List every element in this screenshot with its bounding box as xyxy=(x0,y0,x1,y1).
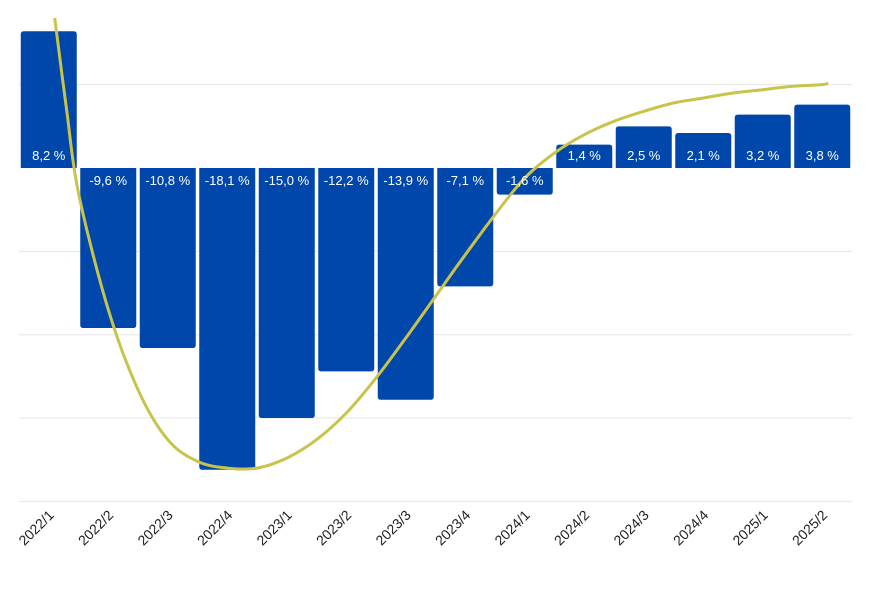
x-tick-label: 2025/1 xyxy=(729,507,771,549)
x-tick-label: 2023/4 xyxy=(432,507,474,549)
bar-2022-3 xyxy=(139,168,196,349)
bar-2024-3 xyxy=(615,126,672,168)
data-label: -7,1 % xyxy=(446,173,484,188)
data-label: -1,6 % xyxy=(506,173,544,188)
bar-2025-1 xyxy=(734,114,791,168)
bar-2025-2 xyxy=(794,104,851,168)
x-tick-label: 2024/2 xyxy=(551,507,593,549)
bar-2023-2 xyxy=(318,168,375,372)
data-label: 3,8 % xyxy=(806,148,840,163)
data-label: 1,4 % xyxy=(568,148,602,163)
bar-2022-1 xyxy=(20,31,77,168)
bar-2024-1 xyxy=(496,168,553,195)
x-tick-label: 2024/1 xyxy=(491,507,533,549)
x-tick-layer: 2022/1 2022/2 2022/3 2022/4 2023/1 2023/2 2023… xyxy=(15,507,830,549)
x-tick-label: 2022/3 xyxy=(134,507,176,549)
x-tick-label: 2023/1 xyxy=(253,507,295,549)
x-tick-label: 2024/4 xyxy=(670,507,712,549)
x-tick-label: 2025/2 xyxy=(789,507,831,549)
bar-2024-2 xyxy=(556,144,613,168)
data-label: 3,2 % xyxy=(746,148,780,163)
data-label-layer: 8,2 %-9,6 % -10,8 % -18,1 % -15,0 % -12,2 % -… xyxy=(32,148,839,188)
trend-layer xyxy=(53,17,829,471)
data-label: -9,6 % xyxy=(89,173,127,188)
bar-2022-4 xyxy=(199,168,256,470)
x-tick-label: 2023/3 xyxy=(372,507,414,549)
x-tick-label: 2022/2 xyxy=(75,507,117,549)
bar-2022-2 xyxy=(80,168,137,329)
x-tick-label: 2022/1 xyxy=(15,507,57,549)
x-tick-label: 2022/4 xyxy=(194,507,236,549)
data-label: -15,0 % xyxy=(264,173,309,188)
data-label: -10,8 % xyxy=(145,173,190,188)
data-label: 2,1 % xyxy=(687,148,721,163)
x-tick-label: 2023/2 xyxy=(313,507,355,549)
data-label: 8,2 % xyxy=(32,148,66,163)
data-label: -13,9 % xyxy=(383,173,428,188)
bar-layer xyxy=(20,31,851,470)
trend-line xyxy=(53,17,829,471)
data-label: -18,1 % xyxy=(205,173,250,188)
bar-2024-4 xyxy=(675,132,732,168)
data-label: -12,2 % xyxy=(324,173,369,188)
bar-2023-1 xyxy=(258,168,315,419)
x-tick-label: 2024/3 xyxy=(610,507,652,549)
bar-2023-4 xyxy=(437,168,494,287)
bar-2023-3 xyxy=(377,168,434,400)
data-label: 2,5 % xyxy=(627,148,661,163)
